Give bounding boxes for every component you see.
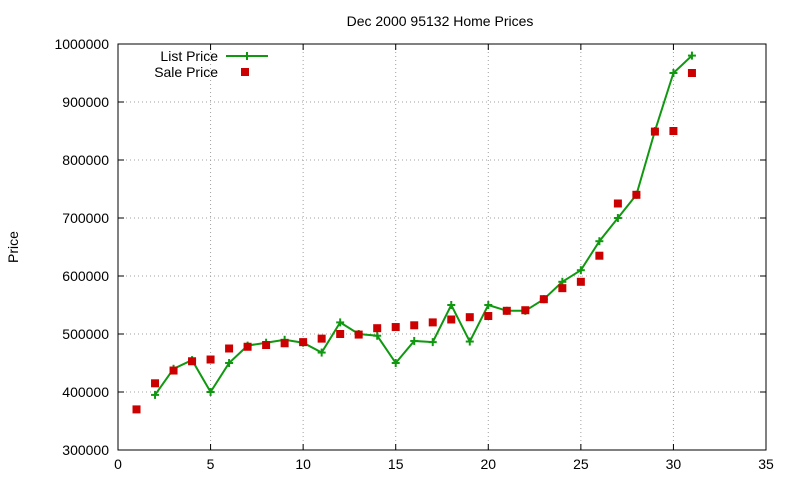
series — [132, 51, 696, 414]
data-point — [632, 190, 641, 199]
data-point — [595, 251, 604, 260]
y-axis-label: Price — [5, 231, 21, 263]
grid-lines — [118, 44, 766, 450]
chart-title: Dec 2000 95132 Home Prices — [347, 13, 534, 29]
data-point — [410, 321, 419, 330]
data-point — [687, 51, 696, 60]
data-point — [576, 266, 585, 275]
data-point — [225, 344, 234, 353]
data-point — [243, 52, 251, 60]
data-point — [225, 359, 234, 367]
data-point — [539, 295, 548, 304]
data-point — [558, 284, 567, 293]
data-point — [650, 127, 659, 136]
data-point — [484, 301, 493, 309]
data-point — [502, 306, 511, 315]
data-point — [151, 390, 160, 399]
data-point — [447, 301, 456, 309]
y-tick-label: 900000 — [62, 94, 109, 110]
data-point — [373, 331, 382, 340]
data-point — [447, 315, 456, 324]
y-tick-label: 800000 — [62, 152, 109, 168]
data-point — [613, 199, 622, 208]
data-point — [243, 342, 252, 351]
x-tick-label: 30 — [666, 456, 682, 472]
data-point — [465, 337, 474, 346]
data-point — [373, 324, 382, 333]
legend-label: List Price — [160, 48, 218, 64]
data-point — [465, 313, 474, 322]
data-point — [336, 318, 345, 327]
legend-label: Sale Price — [154, 64, 218, 80]
y-tick-label: 400000 — [62, 384, 109, 400]
data-point — [151, 379, 160, 388]
x-tick-label: 25 — [573, 456, 589, 472]
data-point — [354, 330, 363, 339]
y-tick-label: 1000000 — [54, 36, 109, 52]
data-point — [317, 348, 326, 357]
x-tick-label: 10 — [295, 456, 311, 472]
data-point — [484, 312, 493, 321]
data-point — [206, 355, 215, 364]
data-point — [428, 338, 437, 347]
data-point — [206, 388, 215, 396]
data-point — [336, 330, 345, 338]
data-point — [188, 357, 197, 366]
data-point — [687, 69, 696, 77]
axes: 0 5 10 15 20 25 30 35 300000 400000 500000 600000 70… — [54, 36, 774, 472]
series-sale-price — [132, 69, 696, 414]
legend-item: List Price — [160, 48, 268, 64]
data-point — [391, 323, 400, 332]
x-tick-label: 35 — [758, 456, 774, 472]
y-tick-label: 300000 — [62, 442, 109, 458]
y-tick-label: 700000 — [62, 210, 109, 226]
data-point — [391, 359, 400, 367]
data-point — [280, 339, 289, 348]
y-tick-label: 500000 — [62, 326, 109, 342]
data-point — [132, 405, 141, 414]
x-tick-label: 20 — [480, 456, 496, 472]
x-tick-label: 15 — [388, 456, 404, 472]
plot-frame — [117, 43, 767, 451]
data-point — [262, 341, 271, 350]
series-line — [154, 54, 693, 396]
y-tick-label: 600000 — [62, 268, 109, 284]
data-point — [521, 306, 530, 315]
x-tick-label: 0 — [114, 456, 122, 472]
x-tick-label: 5 — [207, 456, 215, 472]
data-point — [613, 214, 622, 222]
data-point — [317, 334, 326, 343]
data-point — [669, 69, 678, 77]
data-point — [428, 318, 437, 327]
data-point — [576, 277, 585, 286]
data-point — [669, 127, 678, 135]
data-point — [241, 68, 249, 76]
legend-item: Sale Price — [154, 64, 249, 80]
data-point — [299, 338, 308, 347]
data-point — [169, 366, 178, 375]
data-point — [410, 336, 419, 345]
data-point — [595, 237, 604, 246]
